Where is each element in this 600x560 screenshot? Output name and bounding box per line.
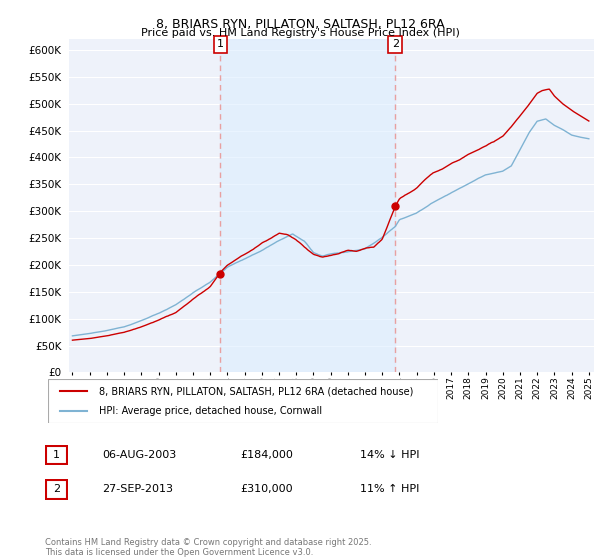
Text: 2: 2 [53,484,60,494]
Text: 1: 1 [217,39,224,49]
FancyBboxPatch shape [48,379,438,423]
Text: Price paid vs. HM Land Registry's House Price Index (HPI): Price paid vs. HM Land Registry's House … [140,28,460,38]
Text: HPI: Average price, detached house, Cornwall: HPI: Average price, detached house, Corn… [98,405,322,416]
Text: 8, BRIARS RYN, PILLATON, SALTASH, PL12 6RA (detached house): 8, BRIARS RYN, PILLATON, SALTASH, PL12 6… [98,386,413,396]
Text: 2: 2 [392,39,399,49]
Text: £184,000: £184,000 [240,450,293,460]
Text: 1: 1 [53,450,60,460]
Text: 27-SEP-2013: 27-SEP-2013 [102,484,173,494]
Bar [220,39,395,372]
Text: 11% ↑ HPI: 11% ↑ HPI [360,484,419,494]
Text: 06-AUG-2003: 06-AUG-2003 [102,450,176,460]
Text: 14% ↓ HPI: 14% ↓ HPI [360,450,419,460]
Text: £310,000: £310,000 [240,484,293,494]
Text: 8, BRIARS RYN, PILLATON, SALTASH, PL12 6RA: 8, BRIARS RYN, PILLATON, SALTASH, PL12 6… [155,18,445,31]
Text: Contains HM Land Registry data © Crown copyright and database right 2025.
This d: Contains HM Land Registry data © Crown c… [45,538,371,557]
